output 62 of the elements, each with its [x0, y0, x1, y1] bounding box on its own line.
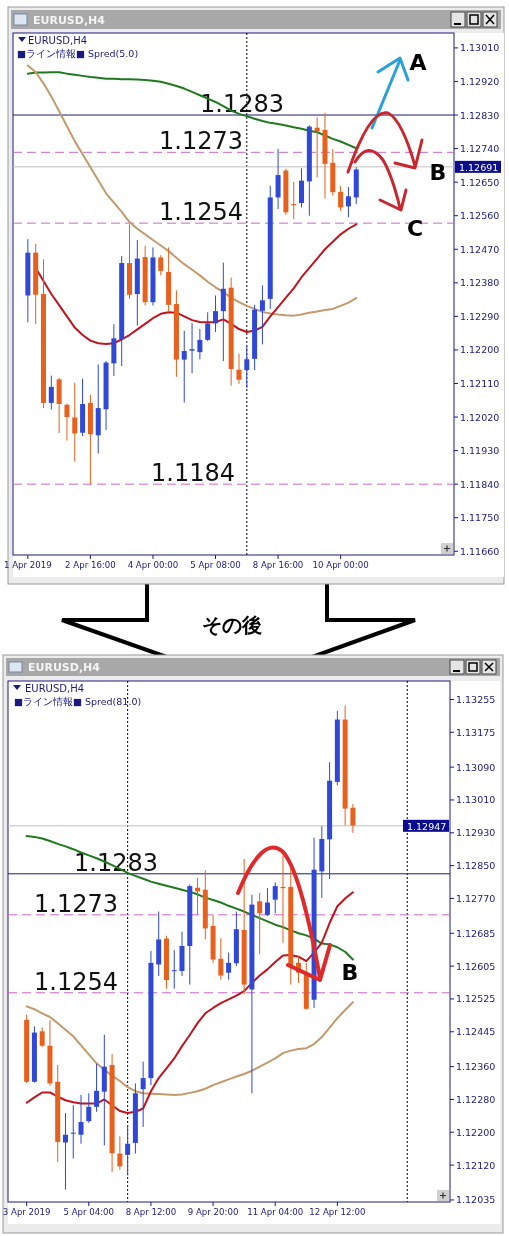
y-tick-label: 1.12930: [456, 827, 496, 839]
ref-line-label: 1.1273: [159, 127, 243, 156]
text: その後: [202, 613, 262, 637]
ref-line-label: 1.1254: [159, 198, 243, 227]
y-tick-label: 1.12360: [456, 1061, 496, 1073]
x-tick-label: 8 Apr 16:00: [252, 560, 304, 570]
x-tick-label: 3 Apr 2019: [2, 1207, 51, 1217]
y-tick-label: 1.12685: [456, 927, 496, 939]
y-tick-label: 1.12525: [456, 993, 496, 1005]
y-tick-label: 1.12380: [460, 277, 500, 289]
y-tick-label: 1.12470: [460, 243, 500, 255]
x-tick-label: 11 Apr 04:00: [247, 1207, 304, 1217]
y-tick-label: 1.13010: [456, 794, 496, 806]
y-tick-label: 1.12120: [456, 1159, 496, 1171]
x-tick-label: 8 Apr 12:00: [125, 1207, 177, 1217]
annotation: ■ライン情報■ Spred(5.0): [17, 48, 139, 59]
y-tick-label: 1.12280: [456, 1093, 496, 1105]
y-tick-label: 1.13010: [460, 42, 500, 54]
y-tick-label: 1.11750: [460, 512, 500, 524]
y-tick-label: 1.12740: [460, 143, 500, 155]
x-tick-label: 2 Apr 16:00: [65, 560, 116, 570]
x-tick-label: 10 Apr 00:00: [312, 560, 369, 570]
x-tick-label: 9 Apr 20:00: [187, 1207, 239, 1217]
text: A: [409, 50, 427, 75]
y-tick-label: 1.12290: [460, 310, 500, 322]
x-tick-label: 12 Apr 12:00: [309, 1207, 366, 1217]
y-tick-label: 1.12770: [456, 892, 496, 904]
chart-title: EURUSD,H4: [28, 661, 101, 674]
x-tick-label: 5 Apr 04:00: [63, 1207, 115, 1217]
annotation: EURUSD,H4: [28, 35, 88, 46]
y-tick-label: 1.12830: [460, 109, 500, 121]
y-tick-label: 1.12445: [456, 1026, 496, 1038]
ref-line-label: 1.1184: [151, 459, 235, 488]
x-tick-label: 1 Apr 2019: [4, 560, 52, 570]
y-tick-label: 1.12560: [460, 210, 500, 222]
y-tick-label: 1.12650: [460, 176, 500, 188]
x-tick-label: 4 Apr 00:00: [127, 560, 179, 570]
ref-line-label: 1.12947: [407, 820, 447, 832]
y-tick-label: 1.13090: [456, 761, 496, 773]
y-tick-label: 1.12020: [460, 411, 500, 423]
ref-line-label: 1.12691: [459, 161, 499, 173]
y-tick-label: 1.12200: [460, 344, 500, 356]
y-tick-label: 1.12035: [456, 1194, 496, 1206]
y-tick-label: 1.12110: [460, 377, 500, 389]
y-tick-label: 1.12920: [460, 75, 500, 87]
x-tick-label: 5 Apr 08:00: [190, 560, 241, 570]
y-tick-label: 1.12605: [456, 960, 496, 972]
text: C: [406, 216, 424, 241]
y-tick-label: 1.11840: [460, 478, 500, 490]
annotation: EURUSD,H4: [25, 683, 85, 694]
y-tick-label: 1.13255: [456, 693, 496, 705]
ref-line-label: 1.1273: [34, 889, 118, 918]
annotation: ■ライン情報■ Spred(81.0): [14, 696, 142, 707]
y-tick-label: 1.11930: [460, 445, 500, 457]
y-tick-label: 1.12200: [456, 1126, 496, 1138]
y-tick-label: 1.13175: [456, 726, 496, 738]
chart-title: EURUSD,H4: [33, 14, 106, 27]
text: B: [429, 160, 447, 185]
y-tick-label: 1.12850: [456, 860, 496, 872]
annotation: B: [341, 960, 359, 985]
ref-line-label: 1.1254: [34, 967, 118, 996]
y-tick-label: 1.11660: [460, 545, 500, 557]
